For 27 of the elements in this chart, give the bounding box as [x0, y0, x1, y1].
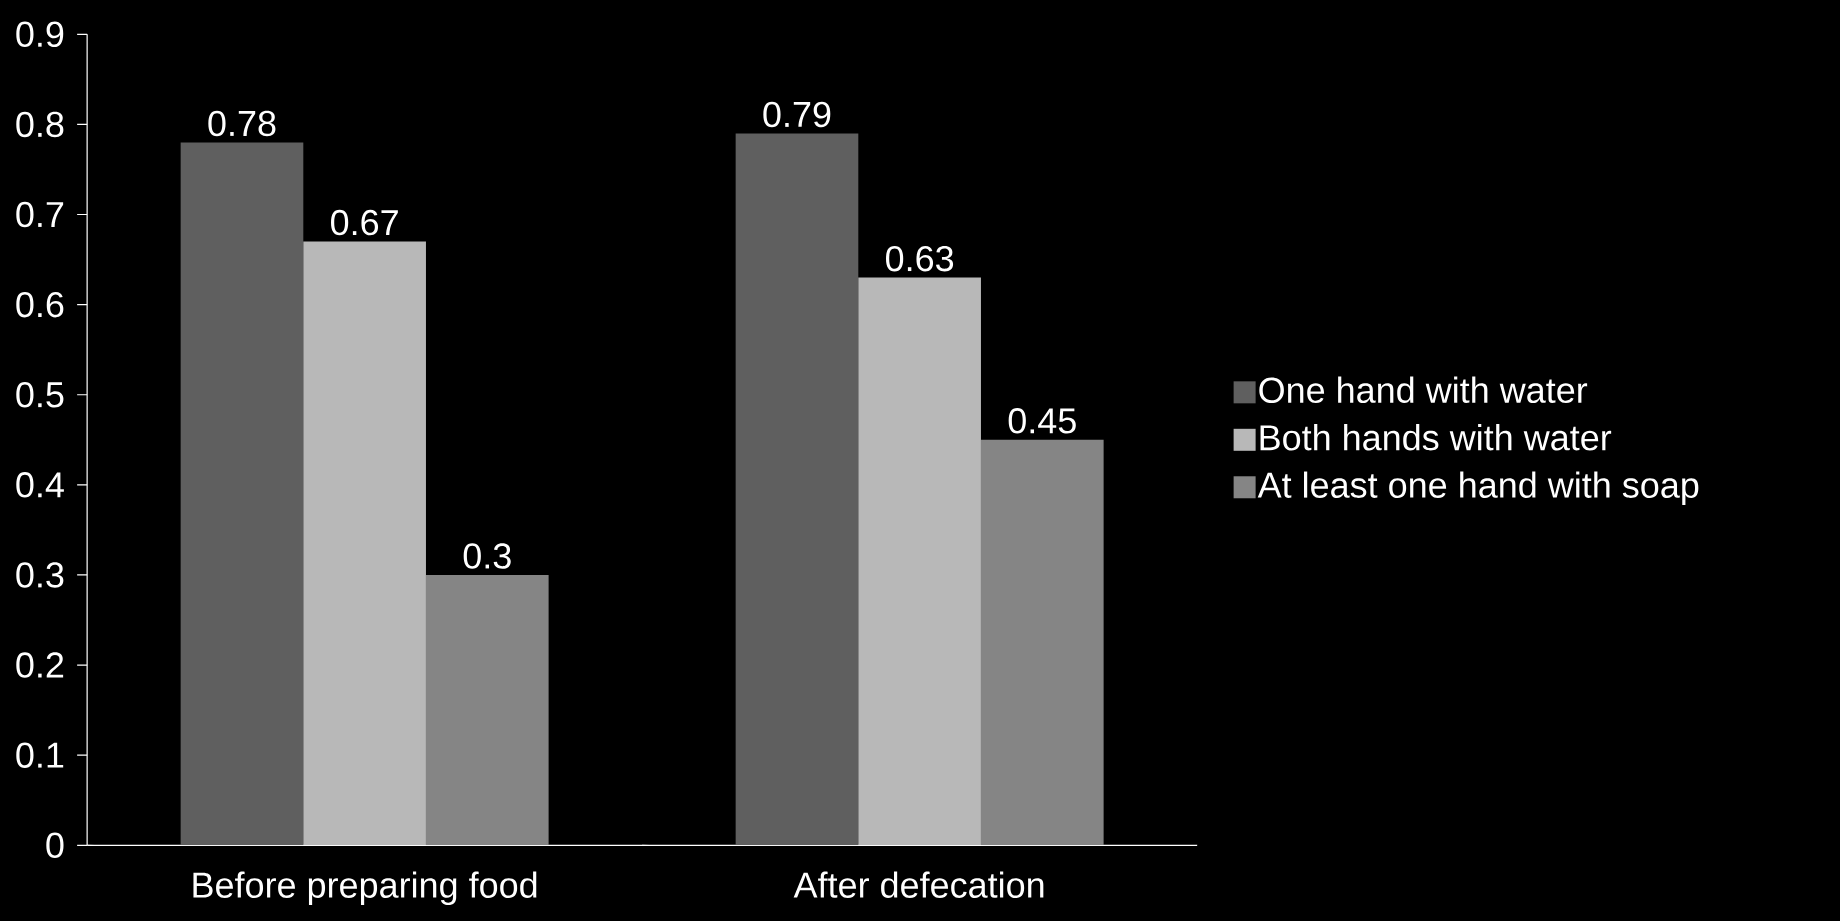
y-tick-label: 0.3 [16, 562, 64, 588]
bar [735, 133, 859, 846]
y-tick-label: 0.5 [16, 382, 64, 408]
y-tick-label: 0 [46, 832, 64, 859]
y-tick-label: 0.4 [16, 472, 64, 498]
data-label: 0.45 [1008, 408, 1076, 434]
y-tick-label: 0.6 [16, 291, 64, 318]
y-tick-label: 0.1 [16, 742, 64, 768]
bar [425, 574, 549, 846]
bar [980, 439, 1104, 846]
y-tick-label: 0.7 [16, 201, 64, 228]
legend-label: At least one hand with soap [1257, 471, 1699, 506]
legend-label: Both hands with water [1260, 424, 1612, 451]
bar [303, 241, 426, 846]
legend-label: One hand with water [1259, 376, 1588, 404]
y-tick-label: 0.9 [16, 21, 64, 48]
data-label: 0.78 [208, 110, 276, 137]
data-label: 0.79 [763, 101, 831, 128]
x-tick-label: Before preparing food [193, 871, 537, 906]
data-label: 0.63 [886, 245, 954, 272]
y-tick-label: 0.2 [16, 652, 64, 678]
data-label: 0.67 [331, 209, 398, 236]
y-tick-label: 0.8 [16, 111, 64, 138]
bar [858, 277, 981, 846]
bar [180, 142, 304, 846]
data-label: 0.3 [463, 543, 511, 569]
x-tick-label: After defecation [793, 871, 1044, 898]
